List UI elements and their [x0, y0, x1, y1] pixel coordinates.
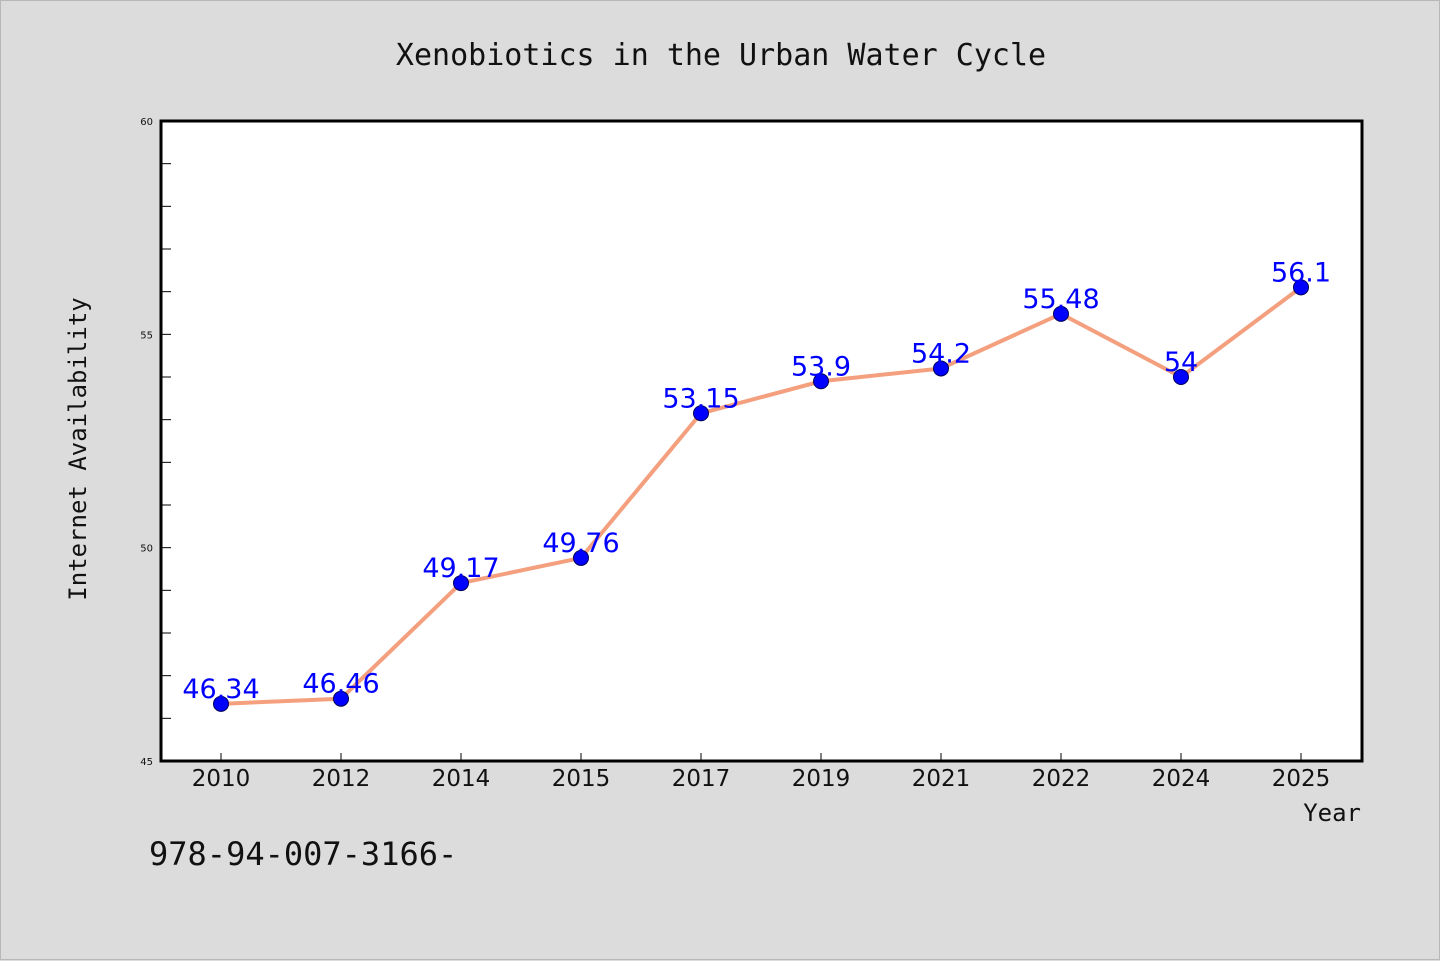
data-point	[1053, 305, 1069, 322]
data-label: 46.46	[302, 669, 379, 700]
x-tick-label: 2022	[1032, 766, 1091, 792]
plot-area	[159, 119, 1364, 763]
series-line	[219, 285, 1303, 706]
y-axis: 45 50 55 60	[140, 117, 171, 768]
data-label: 53.9	[791, 351, 851, 382]
y-tick-label: 55	[140, 330, 153, 341]
data-label: 54.2	[911, 338, 971, 369]
y-tick-label: 60	[140, 117, 153, 128]
series-layer: 46.34 46.46 49.17 49.76 53.15 53.9 54.2 55.48 54…	[182, 257, 1331, 712]
data-point	[573, 549, 589, 566]
data-label: 46.34	[182, 674, 259, 705]
data-point	[813, 373, 829, 390]
data-point	[1173, 369, 1189, 385]
data-point	[933, 360, 949, 377]
x-tick-label: 2017	[672, 766, 731, 792]
data-label: 55.48	[1022, 284, 1099, 315]
data-label: 54	[1164, 347, 1198, 378]
x-tick-label: 2015	[552, 766, 611, 792]
y-tick-label: 50	[140, 544, 153, 555]
x-tick-label: 2012	[312, 766, 371, 792]
x-tick-label: 2024	[1152, 766, 1211, 792]
data-label: 56.1	[1271, 257, 1331, 288]
footer-id-text: 978-94-007-3166-	[149, 835, 457, 873]
data-point	[333, 690, 349, 707]
x-axis-label: Year	[1303, 799, 1361, 827]
y-tick-label: 45	[140, 757, 153, 768]
x-tick-label: 2021	[912, 766, 971, 792]
x-axis: 2010 2012 2014 2015 2017 2019 2021 2022 2024 2025	[192, 753, 1331, 792]
x-tick-label: 2010	[192, 766, 251, 792]
data-point	[693, 405, 709, 422]
x-tick-label: 2019	[792, 766, 851, 792]
data-point	[213, 695, 229, 712]
y-axis-label: Internet Availability	[64, 297, 92, 600]
data-point	[1293, 279, 1309, 296]
chart-title: Xenobiotics in the Urban Water Cycle	[396, 38, 1046, 73]
data-label: 49.17	[422, 553, 499, 584]
data-label: 53.15	[662, 383, 739, 414]
data-label: 49.76	[542, 528, 619, 559]
data-point	[453, 575, 469, 592]
x-tick-label: 2025	[1272, 766, 1331, 792]
x-tick-label: 2014	[432, 766, 491, 792]
